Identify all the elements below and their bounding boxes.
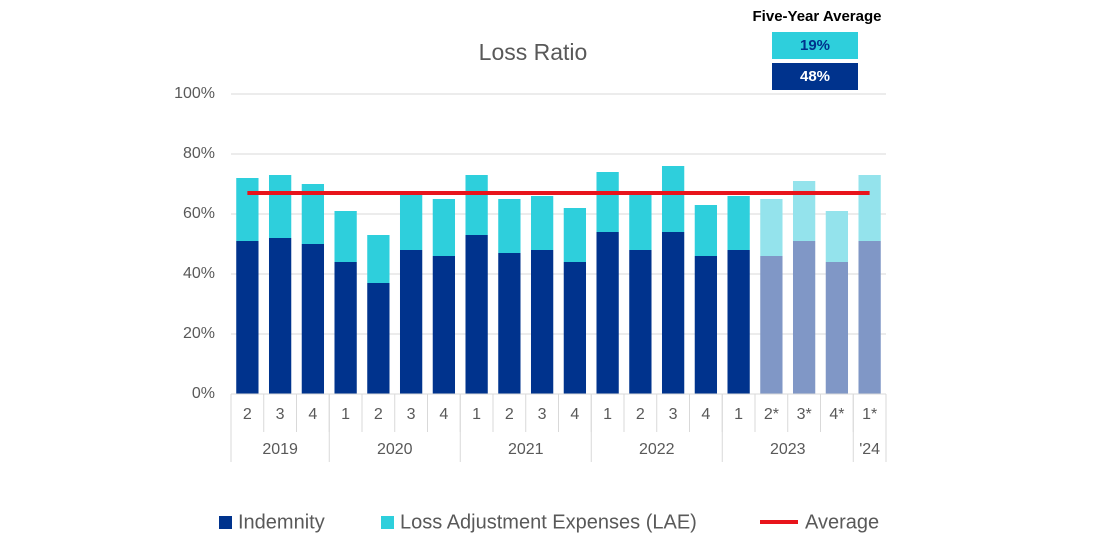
bar [530,250,554,394]
y-tick-label: 100% [174,85,215,102]
x-group-label: 2021 [508,441,544,458]
y-tick-label: 0% [192,385,215,402]
average-box-lae-label: 19% [800,37,830,54]
x-tick-label: 1* [862,406,877,423]
bar [236,241,259,394]
legend-swatch [219,516,232,529]
x-tick-label: 2 [374,406,383,423]
legend-label: Loss Adjustment Expenses (LAE) [400,511,697,533]
x-tick-label: 3 [276,406,285,423]
x-group-label: 2022 [639,441,675,458]
x-tick-label: 4 [701,406,710,423]
average-box-indemnity-label: 48% [800,68,830,85]
x-tick-label: 4* [829,406,844,423]
x-tick-label: 2* [764,406,779,423]
bar [301,184,325,244]
bar [334,262,357,394]
x-tick-label: 1 [341,406,350,423]
bar [792,181,816,241]
x-group-label: '24 [859,441,880,458]
bar [858,241,881,394]
x-tick-label: 1 [734,406,743,423]
x-tick-label: 3 [538,406,547,423]
bar [530,196,554,250]
y-tick-label: 60% [183,205,215,222]
bar [727,196,750,250]
bar [334,211,357,262]
bar [629,250,652,394]
average-box-title: Five-Year Average [753,8,882,25]
bar [596,232,619,394]
bar [792,241,816,394]
x-tick-label: 3 [669,406,678,423]
bar [465,175,488,235]
bar [236,178,259,241]
x-tick-label: 2 [505,406,514,423]
bar [858,175,881,241]
legend-label: Indemnity [238,511,325,533]
x-tick-label: 4 [570,406,579,423]
bar [661,166,685,232]
bar [268,238,292,394]
bar [498,253,521,394]
bar [432,256,456,394]
x-tick-label: 4 [439,406,448,423]
bar [563,262,587,394]
x-tick-label: 3* [797,406,812,423]
bar [367,235,390,283]
x-group-label: 2019 [262,441,298,458]
legend-swatch [381,516,394,529]
x-tick-label: 2 [243,406,252,423]
x-tick-label: 2 [636,406,645,423]
bar [301,244,325,394]
x-tick-label: 4 [308,406,317,423]
average-box-lae [772,32,858,59]
bar [694,205,718,256]
bar [727,250,750,394]
bar [760,199,783,256]
x-group-label: 2023 [770,441,806,458]
bar [629,193,652,250]
legend-label: Average [805,511,879,533]
bar [367,283,390,394]
bar [399,250,423,394]
y-tick-label: 20% [183,325,215,342]
y-tick-label: 80% [183,145,215,162]
chart-title: Loss Ratio [479,39,588,65]
bar [268,175,292,238]
bar [760,256,783,394]
bar [563,208,587,262]
x-group-label: 2020 [377,441,413,458]
bar [432,199,456,256]
x-tick-label: 1 [603,406,612,423]
bar [465,235,488,394]
bar [399,193,423,250]
y-tick-label: 40% [183,265,215,282]
bar [498,199,521,253]
average-box-indemnity [772,63,858,90]
bar [825,262,849,394]
bar [825,211,849,262]
bar [661,232,685,394]
x-tick-label: 1 [472,406,481,423]
bar [596,172,619,232]
x-tick-label: 3 [407,406,416,423]
bar [694,256,718,394]
